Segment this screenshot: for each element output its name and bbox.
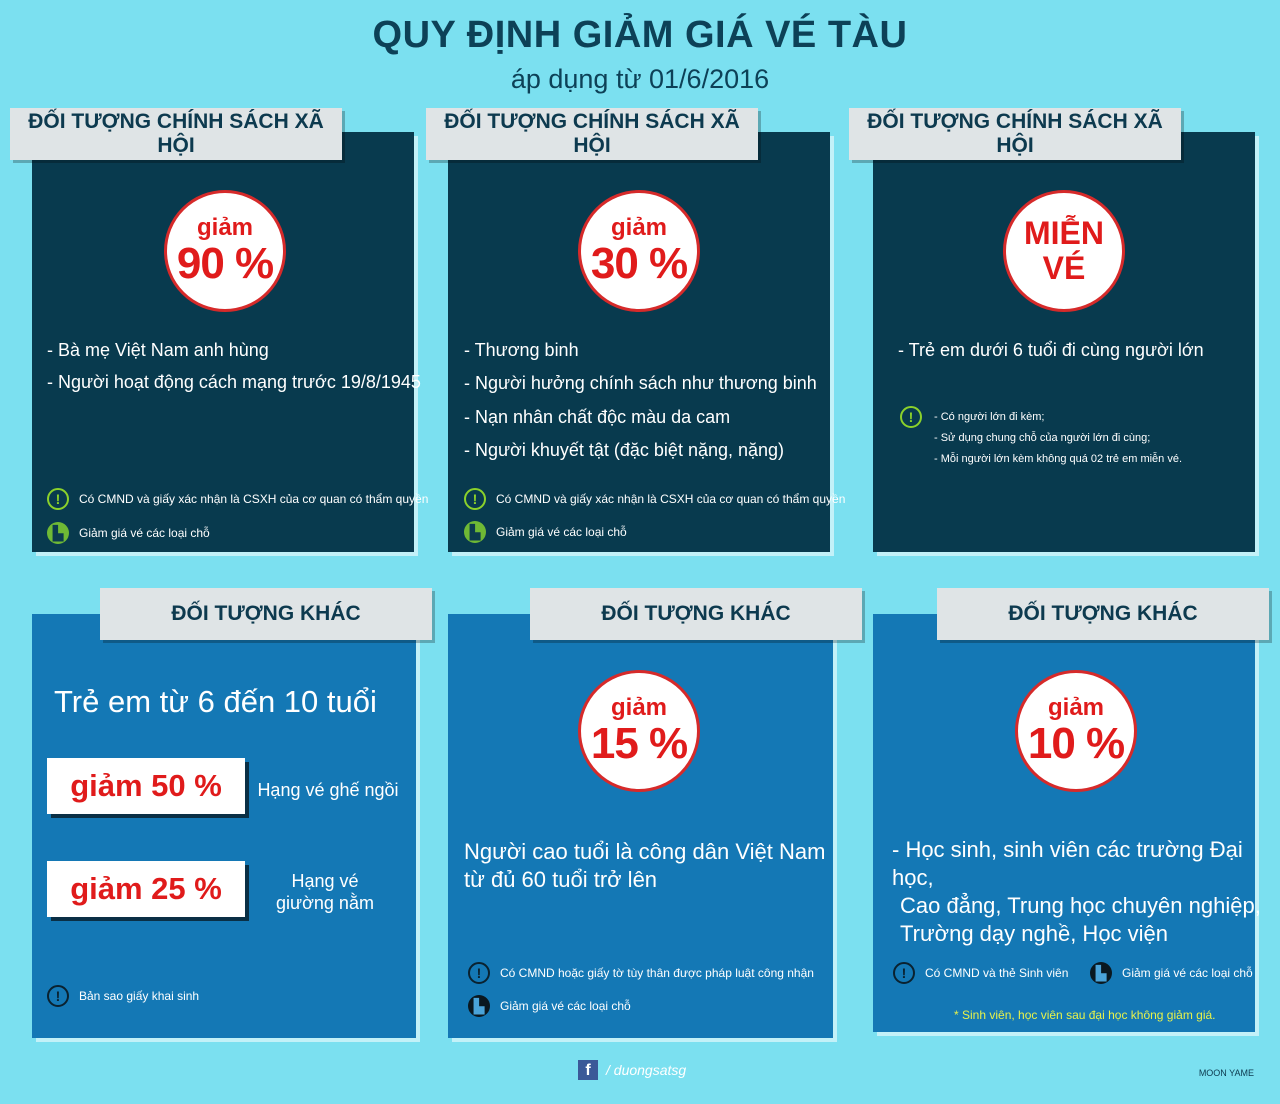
note-requirement: ! Có CMND hoặc giấy tờ tùy thân được phá…	[468, 962, 814, 984]
note-requirement: ! Bản sao giấy khai sinh	[47, 985, 199, 1007]
footnote: * Sinh viên, học viên sau đại học không …	[954, 1008, 1216, 1022]
discount-badge: giảm 15 %	[578, 670, 700, 792]
note-text: Có CMND và thẻ Sinh viên	[925, 966, 1069, 980]
condition-item: - Sử dụng chung chỗ của người lớn đi cùn…	[934, 432, 1151, 444]
list-item: - Thương binh	[464, 340, 579, 360]
badge-line: VÉ	[1042, 250, 1086, 286]
note-text: Giảm giá vé các loại chỗ	[500, 999, 631, 1013]
panel-tab: ĐỐI TƯỢNG KHÁC	[937, 588, 1269, 640]
panel-description: Người cao tuổi là công dân Việt Nam từ đ…	[464, 838, 825, 894]
note-seats: ▙ Giảm giá vé các loại chỗ	[1090, 962, 1253, 984]
panel-tab: ĐỐI TƯỢNG CHÍNH SÁCH XÃ HỘI	[849, 108, 1181, 160]
credit: MOON YAME	[1198, 1068, 1254, 1078]
social-link[interactable]: f / duongsatsg	[578, 1060, 686, 1080]
warning-icon: !	[47, 985, 69, 1007]
seat-icon: ▙	[464, 521, 486, 543]
badge-percent: 90 %	[176, 239, 274, 288]
list-item: - Bà mẹ Việt Nam anh hùng	[47, 340, 269, 360]
desc-line: Trường dạy nghề, Học viện	[900, 921, 1169, 946]
note-text: Giảm giá vé các loại chỗ	[79, 526, 210, 540]
discount-badge: giảm 90 %	[164, 190, 286, 312]
list-item: - Trẻ em dưới 6 tuổi đi cùng người lớn	[898, 340, 1204, 360]
desc-line: Người cao tuổi là công dân Việt Nam	[464, 839, 826, 864]
panel-tab: ĐỐI TƯỢNG CHÍNH SÁCH XÃ HỘI	[426, 108, 758, 160]
badge-label: giảm	[610, 214, 667, 241]
panel-children	[32, 614, 416, 1038]
discount-badge: MIỄN VÉ	[1003, 190, 1125, 312]
badge-line: MIỄN	[1024, 214, 1104, 251]
note-seats: ▙ Giảm giá vé các loại chỗ	[468, 995, 631, 1017]
note-seats: ▙ Giảm giá vé các loại chỗ	[47, 522, 210, 544]
panel-tab: ĐỐI TƯỢNG KHÁC	[100, 588, 432, 640]
list-item: - Người khuyết tật (đặc biệt nặng, nặng)	[464, 440, 785, 460]
panel-description: - Học sinh, sinh viên các trường Đại học…	[892, 836, 1280, 948]
condition-item: - Có người lớn đi kèm;	[934, 411, 1045, 423]
seat-class-label: Hạng vé ghế ngồi	[257, 780, 399, 800]
note-text: Có CMND và giấy xác nhận là CSXH của cơ …	[496, 492, 846, 506]
berth-class-label: Hạng vé giường nằm	[252, 870, 398, 914]
note-text: Bản sao giấy khai sinh	[79, 989, 200, 1003]
panel-tab: ĐỐI TƯỢNG KHÁC	[530, 588, 862, 640]
page-title: QUY ĐỊNH GIẢM GIÁ VÉ TÀU	[372, 14, 908, 56]
panel-heading: Trẻ em từ 6 đến 10 tuổi	[54, 684, 377, 719]
note-requirement: ! Có CMND và giấy xác nhận là CSXH của c…	[47, 488, 428, 510]
seat-icon: ▙	[468, 995, 490, 1017]
badge-label: giảm	[196, 214, 253, 241]
warning-icon: !	[464, 488, 486, 510]
badge-percent: 30 %	[590, 239, 688, 288]
warning-icon: !	[900, 406, 922, 428]
page-subtitle: áp dụng từ 01/6/2016	[510, 64, 770, 94]
panel-tab: ĐỐI TƯỢNG CHÍNH SÁCH XÃ HỘI	[10, 108, 342, 160]
discount-badge: giảm 30 %	[578, 190, 700, 312]
facebook-icon: f	[578, 1060, 598, 1080]
note-seats: ▙ Giảm giá vé các loại chỗ	[464, 521, 627, 543]
warning-icon: !	[47, 488, 69, 510]
list-item: - Người hưởng chính sách như thương binh	[464, 373, 817, 393]
discount-box: giảm 50 %	[47, 758, 245, 814]
social-handle: / duongsatsg	[606, 1062, 687, 1078]
discount-box: giảm 25 %	[47, 861, 245, 917]
warning-icon: !	[893, 962, 915, 984]
badge-percent: 10 %	[1027, 719, 1125, 768]
note-requirement: ! Có CMND và thẻ Sinh viên	[893, 962, 1068, 984]
note-text: Giảm giá vé các loại chỗ	[1122, 966, 1253, 980]
warning-icon: !	[468, 962, 490, 984]
label-line: giường nằm	[276, 893, 374, 913]
seat-icon: ▙	[47, 522, 69, 544]
note-requirement: ! Có CMND và giấy xác nhận là CSXH của c…	[464, 488, 845, 510]
note-text: Có CMND hoặc giấy tờ tùy thân được pháp …	[500, 966, 814, 980]
label-line: Hạng vé	[291, 871, 359, 891]
discount-badge: giảm 10 %	[1015, 670, 1137, 792]
desc-line: - Học sinh, sinh viên các trường Đại học…	[892, 837, 1243, 890]
list-item: - Nạn nhân chất độc màu da cam	[464, 407, 731, 427]
badge-label: giảm	[1047, 694, 1104, 721]
badge-label: giảm	[610, 694, 667, 721]
seat-icon: ▙	[1090, 962, 1112, 984]
desc-line: Cao đẳng, Trung học chuyên nghiệp,	[900, 893, 1261, 918]
condition-item: - Mỗi người lớn kèm không quá 02 trẻ em …	[934, 453, 1183, 465]
desc-line: từ đủ 60 tuổi trở lên	[464, 867, 658, 892]
conditions-list: - Có người lớn đi kèm; - Sử dụng chung c…	[934, 407, 1182, 470]
note-text: Có CMND và giấy xác nhận là CSXH của cơ …	[79, 492, 429, 506]
note-text: Giảm giá vé các loại chỗ	[496, 525, 627, 539]
badge-percent: 15 %	[590, 719, 688, 768]
list-item: - Người hoạt động cách mạng trước 19/8/1…	[47, 372, 421, 392]
